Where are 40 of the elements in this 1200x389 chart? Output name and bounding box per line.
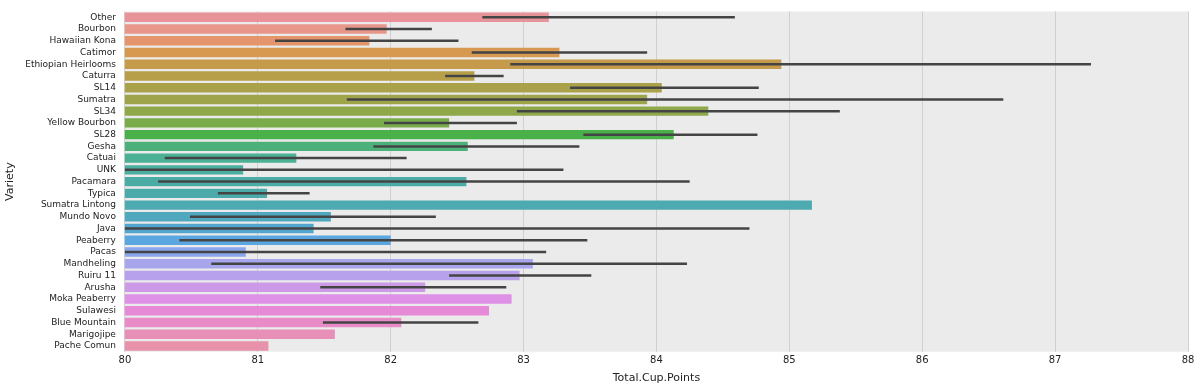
y-tick-label: SL14: [93, 82, 117, 93]
y-tick-label: Catimor: [80, 46, 117, 57]
y-tick-label: Mundo Novo: [59, 211, 117, 222]
y-tick-label: UNK: [96, 164, 117, 175]
x-tick-label: 86: [915, 354, 929, 366]
y-tick-label: Java: [95, 222, 116, 233]
y-tick-label: Moka Peaberry: [49, 293, 117, 304]
x-tick-label: 87: [1048, 354, 1062, 366]
y-tick-label: Yellow Bourbon: [46, 117, 116, 128]
y-tick-label: Ethiopian Heirlooms: [25, 58, 117, 69]
y-tick-label: Hawaiian Kona: [49, 35, 116, 46]
y-tick-label: Pacamara: [71, 175, 116, 186]
y-tick-label: SL28: [93, 128, 117, 139]
y-tick-label: Sulawesi: [76, 305, 116, 316]
y-tick-label: Bourbon: [77, 23, 116, 34]
y-tick-label: Typica: [86, 187, 116, 198]
y-tick-label: Mandheling: [63, 258, 116, 269]
x-tick-label: 81: [251, 354, 265, 366]
x-axis-title: Total.Cup.Points: [611, 371, 701, 385]
x-tick-label: 82: [384, 354, 398, 366]
y-tick-label: Arusha: [84, 281, 116, 292]
y-tick-label: Other: [90, 11, 117, 22]
y-tick-label: Gesha: [87, 140, 116, 151]
y-tick-label: Pacas: [90, 246, 117, 257]
y-tick-label: Peaberry: [75, 234, 117, 245]
y-tick-label: Pache Comun: [54, 340, 116, 351]
y-tick-label: SL34: [93, 105, 117, 116]
x-tick-label: 85: [782, 354, 796, 366]
y-tick-label: Sumatra: [77, 93, 116, 104]
x-tick-label: 84: [650, 354, 663, 366]
x-tick-label: 88: [1181, 354, 1195, 366]
y-tick-label: Catuai: [86, 152, 116, 163]
x-tick-label: 80: [118, 354, 132, 366]
y-tick-label: Sumatra Lintong: [40, 199, 116, 210]
x-tick-label: 83: [517, 354, 530, 366]
y-axis-title: Variety: [3, 161, 17, 201]
y-tick-label: Blue Mountain: [51, 316, 116, 327]
y-tick-label: Ruiru 11: [78, 269, 116, 280]
y-tick-label: Marigojipe: [68, 328, 117, 339]
y-tick-label: Caturra: [82, 70, 116, 81]
